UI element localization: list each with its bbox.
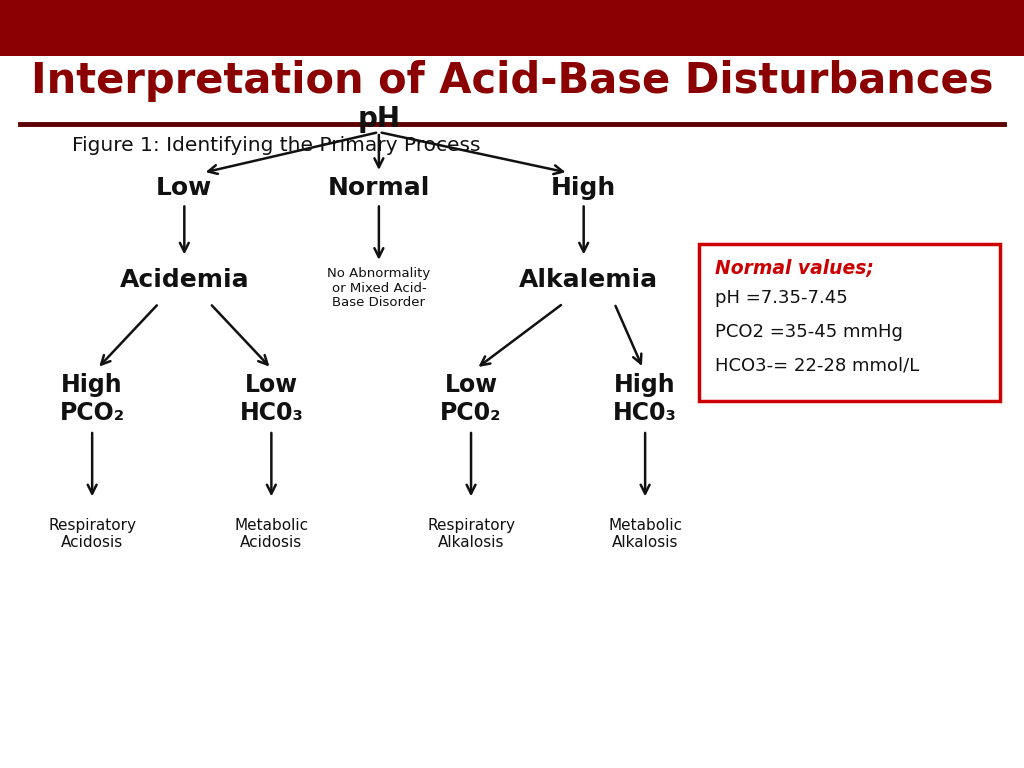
Text: Metabolic
Alkalosis: Metabolic Alkalosis [608,518,682,550]
Text: Acidemia: Acidemia [120,268,249,293]
Text: High
PCO₂: High PCO₂ [59,373,125,425]
Text: Low
PC0₂: Low PC0₂ [440,373,502,425]
Text: Respiratory
Acidosis: Respiratory Acidosis [48,518,136,550]
Text: No Abnormality
or Mixed Acid-
Base Disorder: No Abnormality or Mixed Acid- Base Disor… [328,266,430,310]
Text: Respiratory
Alkalosis: Respiratory Alkalosis [427,518,515,550]
Text: pH: pH [357,105,400,133]
Text: Interpretation of Acid-Base Disturbances: Interpretation of Acid-Base Disturbances [31,60,993,101]
Text: Low
HC0₃: Low HC0₃ [240,373,303,425]
Text: High
HC0₃: High HC0₃ [613,373,677,425]
Text: Normal values;: Normal values; [715,260,873,278]
FancyBboxPatch shape [699,244,1000,401]
Text: pH =7.35-7.45: pH =7.35-7.45 [715,289,848,307]
Text: PCO2 =35-45 mmHg: PCO2 =35-45 mmHg [715,323,902,341]
Text: Figure 1: Identifying the Primary Process: Figure 1: Identifying the Primary Proces… [72,137,480,155]
Text: HCO3-= 22-28 mmol/L: HCO3-= 22-28 mmol/L [715,356,919,375]
Text: Low: Low [157,176,212,200]
Text: Metabolic
Acidosis: Metabolic Acidosis [234,518,308,550]
Text: Alkalemia: Alkalemia [519,268,658,293]
Text: Normal: Normal [328,176,430,200]
Text: High: High [551,176,616,200]
